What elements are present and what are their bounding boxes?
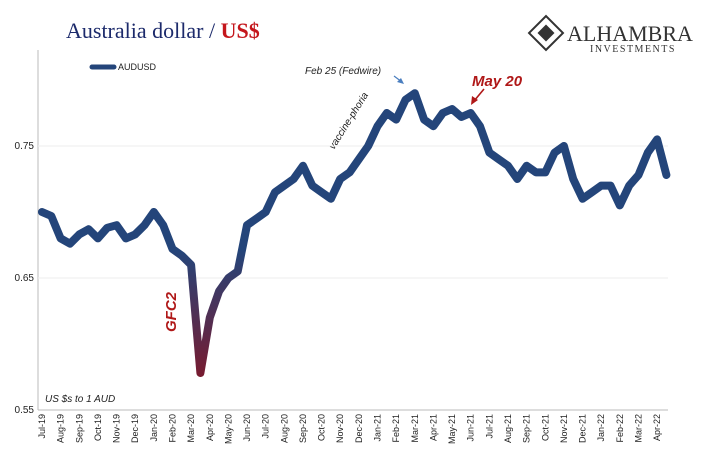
x-tick-label: Jan-21	[373, 414, 383, 442]
x-tick-label: Nov-21	[559, 414, 569, 443]
x-tick-label: Dec-19	[130, 414, 140, 443]
arrowhead-fedwire	[397, 78, 404, 84]
chart-title: Australia dollar / US$	[66, 18, 260, 43]
annotation-gfc: GFC2	[163, 291, 180, 332]
x-tick-label: Jul-20	[261, 414, 271, 439]
x-tick-label: Jun-20	[242, 414, 252, 442]
x-tick-label: Apr-20	[205, 414, 215, 441]
x-tick-label: Nov-20	[335, 414, 345, 443]
x-tick-label: Feb-21	[391, 414, 401, 443]
x-tick-label: Dec-21	[578, 414, 588, 443]
x-tick-label: Jan-20	[149, 414, 159, 442]
x-tick-label: Mar-22	[633, 414, 643, 443]
annotation-units: US $s to 1 AUD	[45, 394, 115, 405]
logo-diamond	[527, 14, 565, 52]
x-tick-label: Oct-20	[317, 414, 327, 441]
x-tick-label: Oct-19	[93, 414, 103, 441]
x-tick-label: Mar-21	[410, 414, 420, 443]
x-tick-label: Jul-21	[484, 414, 494, 439]
x-tick-label: Mar-20	[186, 414, 196, 443]
x-tick-label: Apr-22	[652, 414, 662, 441]
x-tick-label: Dec-20	[354, 414, 364, 443]
y-tick-label: 0.65	[15, 273, 35, 284]
arrowhead-may	[471, 96, 478, 105]
x-tick-label: Jan-22	[596, 414, 606, 442]
x-tick-label: Feb-20	[167, 414, 177, 443]
x-tick-label: Nov-19	[112, 414, 122, 443]
logo: ALHAMBRA INVESTMENTS	[527, 14, 693, 55]
title-highlight: US$	[221, 18, 260, 43]
x-tick-label: Apr-21	[428, 414, 438, 441]
x-tick-label: Aug-20	[279, 414, 289, 443]
y-tick-label: 0.75	[15, 141, 35, 152]
x-tick-label: Feb-22	[615, 414, 625, 443]
y-tick-label: 0.55	[15, 405, 35, 416]
logo-core	[537, 24, 555, 42]
annotation-fedwire: Feb 25 (Fedwire)	[305, 66, 381, 77]
x-tick-label: Sep-19	[74, 414, 84, 443]
annotation-may: May 20	[472, 73, 523, 90]
x-tick-label: Aug-19	[56, 414, 66, 443]
legend-label: AUDUSD	[118, 62, 157, 72]
annotation-vaccine: vaccine-phoria	[327, 90, 371, 151]
line	[38, 89, 671, 377]
x-tick-label: May-20	[223, 414, 233, 444]
x-tick-label: Oct-21	[540, 414, 550, 441]
x-tick-label: Sep-21	[522, 414, 532, 443]
logo-name: ALHAMBRA	[567, 21, 693, 46]
x-tick-label: May-21	[447, 414, 457, 444]
x-tick-label: Sep-20	[298, 414, 308, 443]
x-tick-label: Aug-21	[503, 414, 513, 443]
x-tick-label: Jul-19	[37, 414, 47, 439]
title: Australia dollar /	[66, 18, 221, 43]
x-tick-label: Jun-21	[466, 414, 476, 442]
logo-sub: INVESTMENTS	[590, 44, 676, 55]
